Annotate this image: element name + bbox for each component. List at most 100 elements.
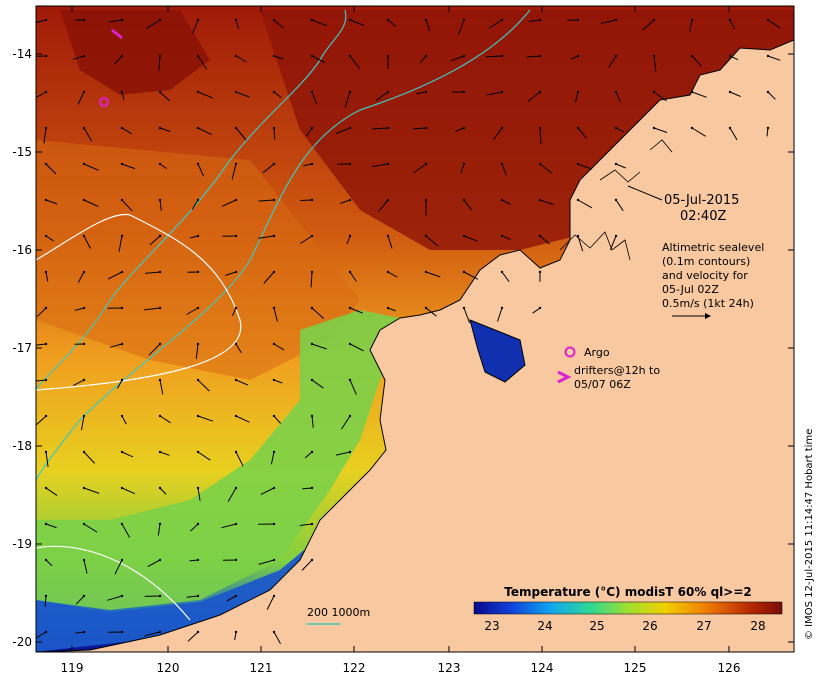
velocity-arrow-origin	[728, 54, 732, 58]
velocity-arrow	[539, 163, 553, 174]
lon-tick-label: 123	[438, 661, 461, 675]
velocity-arrow	[609, 235, 617, 250]
velocity-arrow-origin	[272, 486, 276, 490]
velocity-arrow-origin	[44, 594, 48, 598]
velocity-arrow-origin	[310, 54, 314, 58]
velocity-arrow-origin	[44, 54, 48, 58]
colorbar-tick-label: 27	[696, 619, 711, 633]
velocity-arrow-origin	[158, 54, 162, 58]
velocity-arrow	[387, 235, 393, 249]
velocity-arrow-origin	[196, 630, 200, 634]
velocity-arrow-origin	[272, 594, 276, 598]
velocity-arrow	[191, 199, 199, 210]
velocity-arrow-origin	[158, 90, 162, 94]
velocity-arrow-origin	[234, 90, 238, 94]
velocity-arrow-origin	[310, 378, 314, 382]
velocity-arrow	[262, 163, 275, 174]
velocity-arrow	[413, 163, 427, 173]
velocity-arrow	[107, 271, 123, 280]
velocity-arrow	[258, 235, 275, 239]
velocity-arrow	[117, 379, 123, 389]
velocity-arrow-origin	[690, 18, 694, 22]
velocity-arrow-origin	[652, 90, 656, 94]
velocity-arrow-origin	[690, 126, 694, 130]
velocity-arrow	[235, 415, 250, 423]
velocity-arrow-origin	[614, 198, 618, 202]
lat-tick-label: -15	[12, 145, 32, 159]
velocity-arrow	[159, 379, 164, 395]
velocity-arrow	[45, 271, 49, 282]
velocity-arrow-origin	[234, 414, 238, 418]
velocity-arrow-origin	[120, 90, 124, 94]
velocity-arrow-origin	[234, 54, 238, 58]
velocity-arrow-origin	[158, 594, 162, 598]
velocity-arrow-origin	[462, 306, 466, 310]
velocity-arrow-origin	[120, 162, 124, 166]
velocity-arrow	[159, 91, 171, 102]
velocity-arrow	[425, 235, 439, 247]
velocity-arrow	[36, 631, 47, 639]
velocity-arrow-origin	[348, 450, 352, 454]
depth-legend-label: 200 1000m	[307, 606, 370, 619]
velocity-arrow	[311, 19, 327, 27]
velocity-arrow-origin	[158, 630, 162, 634]
velocity-arrow-origin	[310, 558, 314, 562]
velocity-arrow-origin	[424, 18, 428, 22]
velocity-arrow	[273, 307, 278, 322]
velocity-arrow-origin	[158, 234, 162, 238]
lon-tick-label: 119	[61, 661, 84, 675]
velocity-arrow-origin	[310, 198, 314, 202]
velocity-arrow-origin	[234, 522, 238, 526]
velocity-arrow-origin	[82, 414, 86, 418]
velocity-arrow-origin	[424, 306, 428, 310]
velocity-arrow	[226, 595, 237, 602]
velocity-arrow-origin	[614, 126, 618, 130]
velocity-arrow-origin	[234, 306, 238, 310]
velocity-arrow-origin	[158, 342, 162, 346]
velocity-arrow	[501, 271, 510, 282]
velocity-arrow-origin	[120, 522, 124, 526]
velocity-arrow	[36, 379, 47, 382]
velocity-arrow	[463, 271, 479, 280]
velocity-arrow-origin	[82, 18, 86, 22]
velocity-arrow	[121, 127, 132, 135]
velocity-arrow-origin	[348, 54, 352, 58]
velocity-arrow-origin	[348, 378, 352, 382]
velocity-arrow	[310, 271, 313, 288]
velocity-arrow-origin	[462, 90, 466, 94]
cool-coastal-water	[36, 310, 410, 610]
velocity-arrow-origin	[310, 450, 314, 454]
velocity-arrow-origin	[538, 234, 542, 238]
velocity-arrow-origin	[44, 522, 48, 526]
velocity-arrow-origin	[386, 234, 390, 238]
velocity-arrow	[235, 127, 247, 141]
velocity-arrow-origin	[348, 198, 352, 202]
velocity-arrow	[121, 487, 136, 495]
velocity-arrow	[577, 199, 593, 209]
velocity-arrow-origin	[538, 270, 542, 274]
velocity-arrow-origin	[44, 234, 48, 238]
velocity-arrow	[235, 19, 240, 30]
velocity-arrow	[149, 235, 161, 246]
velocity-arrow	[488, 19, 503, 29]
velocity-arrow-origin	[234, 450, 238, 454]
velocity-arrow-origin	[272, 162, 276, 166]
velocity-arrow	[300, 235, 313, 244]
velocity-arrow	[501, 163, 507, 176]
velocity-arrow-origin	[82, 90, 86, 94]
velocity-arrow-origin	[500, 54, 504, 58]
velocity-arrow-origin	[272, 306, 276, 310]
velocity-arrow-origin	[348, 234, 352, 238]
velocity-arrow	[311, 307, 325, 320]
velocity-arrow	[225, 271, 237, 276]
velocity-arrow-origin	[728, 90, 732, 94]
velocity-arrow	[463, 307, 471, 324]
velocity-arrow-origin	[158, 522, 162, 526]
velocity-arrow-origin	[234, 234, 238, 238]
lat-tick-label: -16	[12, 243, 32, 257]
velocity-arrow-origin	[652, 18, 656, 22]
velocity-arrow-origin	[690, 54, 694, 58]
velocity-arrow	[45, 199, 58, 205]
velocity-arrow	[75, 595, 85, 605]
velocity-arrow-origin	[576, 18, 580, 22]
